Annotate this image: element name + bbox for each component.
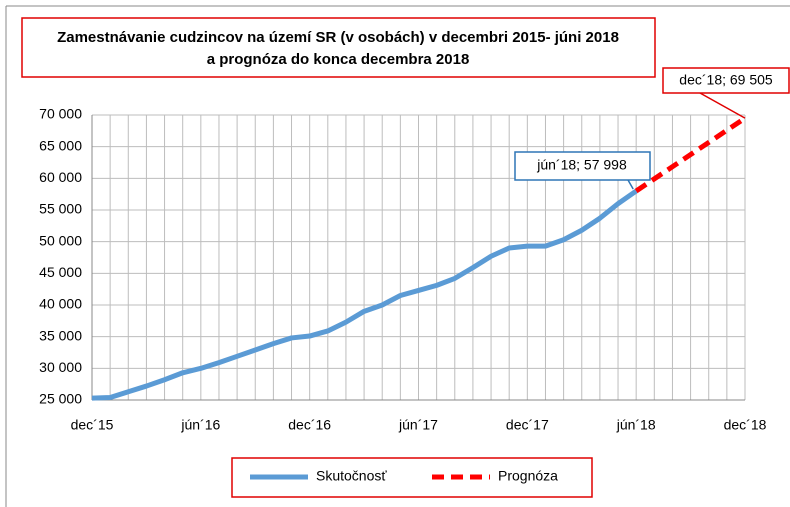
y-tick-label: 70 000 xyxy=(39,106,82,122)
series-line xyxy=(91,188,638,401)
data-label-box xyxy=(662,67,790,94)
x-tick-label: dec´16 xyxy=(288,417,331,433)
x-tick-label: jún´18 xyxy=(616,417,656,433)
y-tick-label: 30 000 xyxy=(39,359,82,375)
y-tick-label: 50 000 xyxy=(39,232,82,248)
x-tick-label: dec´17 xyxy=(506,417,549,433)
title-box xyxy=(21,17,656,78)
chart-title: Zamestnávanie cudzincov na území SR (v o… xyxy=(57,29,619,46)
y-tick-label: 25 000 xyxy=(39,391,82,407)
legend-label: Skutočnosť xyxy=(316,468,387,484)
data-label: jún´18; 57 998 xyxy=(536,157,627,173)
x-tick-label: dec´18 xyxy=(724,417,767,433)
y-tick-label: 35 000 xyxy=(39,327,82,343)
data-label-leader xyxy=(627,179,634,190)
y-tick-label: 60 000 xyxy=(39,169,82,185)
data-label: dec´18; 69 505 xyxy=(679,72,773,88)
x-tick-label: jún´16 xyxy=(180,417,220,433)
series-line xyxy=(634,116,747,194)
legend-label: Prognóza xyxy=(498,468,558,484)
y-tick-label: 65 000 xyxy=(39,137,82,153)
x-tick-label: jún´17 xyxy=(398,417,438,433)
x-tick-label: dec´15 xyxy=(71,417,114,433)
y-tick-label: 45 000 xyxy=(39,264,82,280)
data-label-leader xyxy=(699,92,746,119)
data-label-box xyxy=(514,151,651,181)
y-tick-label: 40 000 xyxy=(39,296,82,312)
y-tick-label: 55 000 xyxy=(39,201,82,217)
chart-title: a prognóza do konca decembra 2018 xyxy=(207,51,470,68)
